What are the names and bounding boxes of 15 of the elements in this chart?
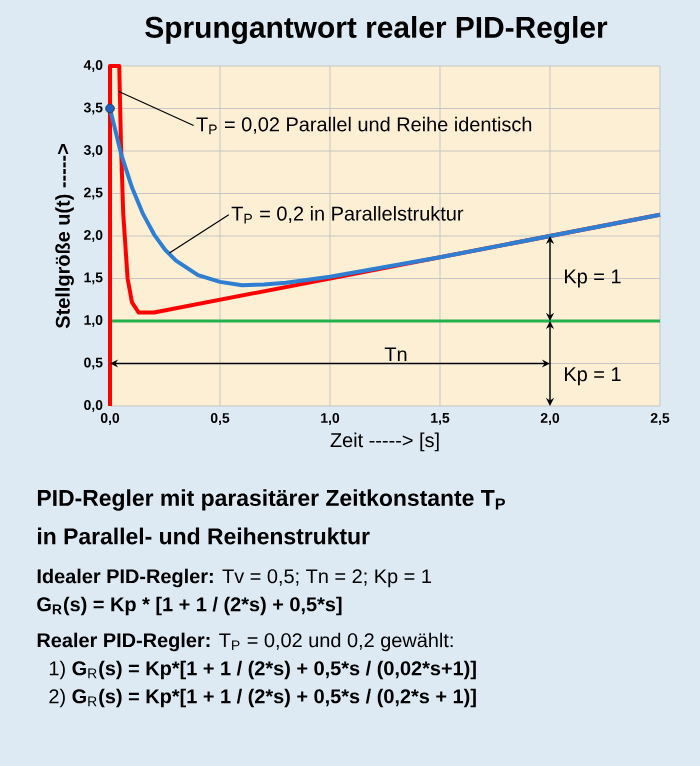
annotation: T$_{P}$ = 0,2 in Parallelstruktur [231,206,464,224]
text: in Parallel- und Reihenstruktur [37,527,370,545]
text: PID-Regler mit parasitärer Zeitkonstante T$_{P}$ [37,489,505,511]
annotation: Kp = 1 [565,367,621,386]
x-axis-title: Zeit -----> [s] [330,432,439,452]
chart-title: Sprungantwort realer PID-Regler [145,16,608,44]
y-axis-title: Stellgröße u(t) -----> [55,144,74,329]
annotation: Tn [384,347,407,362]
text: 1) G$_{R}$(s) = Kp*[1 + 1 / (2*s) + 0,5*s / (0,02*s+1)] [49,660,476,680]
text: Idealer PID-Regler: Tv = 0,5; Tn = 2; Kp = 1 [37,568,431,588]
text: Realer PID-Regler: T$_{P}$ = 0,02 und 0,2 gewählt: [37,632,453,652]
text: 2) G$_{R}$(s) = Kp*[1 + 1 / (2*s) + 0,5*s / (0,2*s + 1)] [49,688,476,708]
annotation: Kp = 1 [565,269,621,288]
annotation: T$_{P}$ = 0,02 Parallel und Reihe identisch [196,116,532,135]
text: G$_{R}$(s) = Kp * [1 + 1 / (2*s) + 0,5*s] [37,596,342,616]
